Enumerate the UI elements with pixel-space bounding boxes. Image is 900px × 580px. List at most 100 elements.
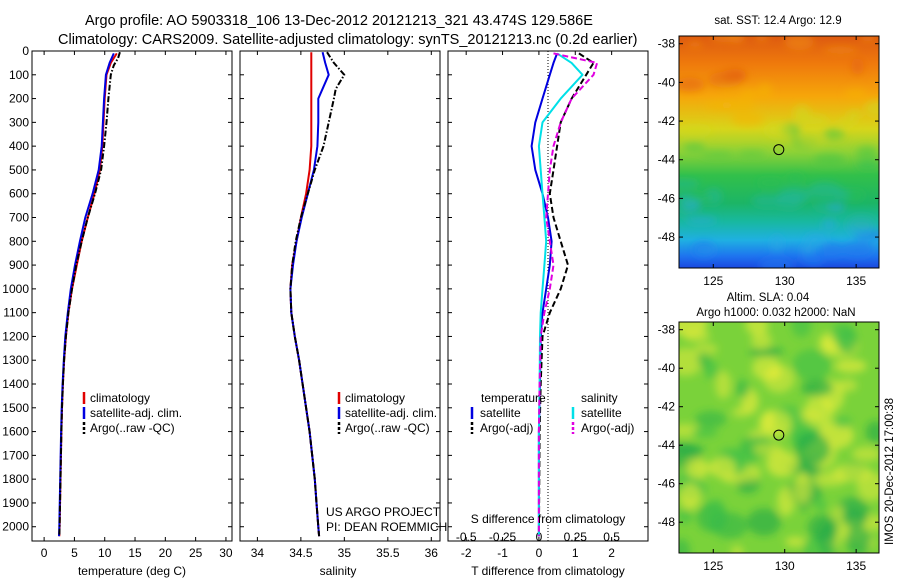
legend-label-t-argo: Argo(-adj) [480,421,533,435]
y-tick-label: -38 [658,37,676,51]
y-tick-label: -42 [658,114,676,128]
series-argo-raw-qc-line [58,51,121,537]
sst-texture-patch [859,36,877,43]
sst-texture-patch [765,123,791,138]
sst-texture-patch [751,194,785,208]
y-tick-label: 800 [9,234,29,248]
series-argo-adj-temperature-line [537,52,595,537]
sst-texture-patch [840,241,874,259]
sst-texture-patch [739,88,760,100]
sst-texture-patch [754,36,769,42]
y-tick-label: 700 [9,211,29,225]
sst-texture-patch [822,46,859,55]
sst-texture-patch [710,36,741,43]
salinity-legend: climatology satellite-adj. clim. Argo(..… [337,391,437,435]
figure-title-line1: Argo profile: AO 5903318_106 13-Dec-2012… [85,13,593,29]
x-tick-label: 1 [572,546,579,560]
difference-panel: -2 -1 0 1 2 -0.5 -0.25 0 0.25 0.5 temperature sal… [447,50,649,578]
sst-texture-patch [805,233,828,245]
x-tick-label: 35 [338,546,352,560]
legend-label-t-satellite: satellite [480,406,521,420]
y-tick-label: 1900 [2,496,29,510]
temperature-axes-frame [31,50,233,542]
x-tick-label: 0 [41,546,48,560]
y-tick-label: -42 [658,400,676,414]
x-tick-label: -1 [497,546,508,560]
x2-tick-label: -0.25 [489,530,517,544]
sla-texture-patch [836,378,858,392]
temperature-panel: 0100200300400500600700800900100011001200… [2,44,233,578]
sst-texture-patch [784,36,814,51]
sla-texture-patch [721,473,747,484]
sla-texture-patch [735,379,750,399]
sla-texture [679,322,879,553]
y-tick-label: 1700 [2,448,29,462]
sla-texture-patch [685,458,709,479]
y-tick-label: 2000 [2,520,29,534]
sst-texture-patch [736,150,767,157]
y-tick-label: 100 [9,68,29,82]
sst-texture-patch [847,109,862,120]
y-tick-label: -40 [658,361,676,375]
sst-texture-patch [851,58,865,75]
sla-texture-patch [679,508,693,525]
salinity-series [289,51,346,537]
sla-texture-patch [679,347,703,376]
sla-map-panel: Altim. SLA: 0.04 Argo h1000: 0.032 h2000… [658,292,880,573]
sla-texture-patch [751,330,772,350]
y-tick-label: 1200 [2,329,29,343]
y-tick-label: 1100 [3,306,29,320]
temperature-xlabel: temperature (deg C) [78,564,186,578]
x2-tick-label: -0.5 [456,530,477,544]
sst-texture-patch [730,111,765,127]
y-tick-label: 200 [9,92,29,106]
legend-label-argo: Argo(..raw -QC) [345,421,430,435]
sst-texture-patch [844,89,867,98]
x-tick-label: 25 [189,546,203,560]
x2-tick-label: 0 [536,530,543,544]
imos-timestamp: IMOS 20-Dec-2012 17:00:38 [884,398,896,545]
y-tick-label: 900 [9,258,29,272]
series-argo-raw-qc-line [289,51,346,537]
legend-label-satellite: satellite-adj. clim. [345,406,437,420]
sla-texture-patch [814,498,827,512]
sst-texture-patch [757,178,784,187]
sst-texture-patch [685,216,718,224]
sla-texture-patch [846,525,872,553]
sla-texture-patch [730,545,744,553]
sst-texture-patch [758,256,794,268]
y-tick-label: -40 [658,75,676,89]
sst-texture-patch [827,202,845,212]
x-tick-label: 125 [703,559,723,573]
sla-texture-patch [753,443,784,456]
sst-texture-patch [786,173,805,183]
sla-texture-patch [834,359,867,373]
x2-tick-label: 0.5 [603,530,620,544]
series-satellite-salinity-line [537,52,584,537]
sst-map-panel: sat. SST: 12.4 Argo: 12.9 125 130 135 -38 -4… [658,15,880,288]
sst-texture-patch [823,128,845,140]
y-tick-label: -44 [658,438,676,452]
sla-texture-patch [843,509,867,529]
x-tick-label: -2 [461,546,472,560]
sst-map-title: sat. SST: 12.4 Argo: 12.9 [714,15,841,27]
x-tick-label: 5 [71,546,78,560]
y-tick-label: 1600 [2,425,29,439]
temperature-legend: climatology satellite-adj. clim. Argo(..… [82,391,182,435]
sla-texture-patch [751,356,781,381]
y-tick-label: -38 [658,323,676,337]
sst-texture-patch [799,133,824,146]
figure-title-line2: Climatology: CARS2009. Satellite-adjuste… [58,32,638,48]
y-tick-label: -46 [658,477,676,491]
series-satellite-adj-clim-line [58,52,115,537]
argo-float-location-marker [773,429,785,441]
sla-texture-patch [801,379,834,397]
series-argo-adj-salinity-line [537,52,599,537]
x-tick-label: 15 [128,546,142,560]
sla-texture-patch [683,329,711,342]
sst-map-frame [678,35,880,269]
sla-texture-patch [791,322,812,338]
sst-texture-patch [679,193,693,211]
x-tick-label: 130 [775,559,795,573]
temperature-series [58,51,121,537]
